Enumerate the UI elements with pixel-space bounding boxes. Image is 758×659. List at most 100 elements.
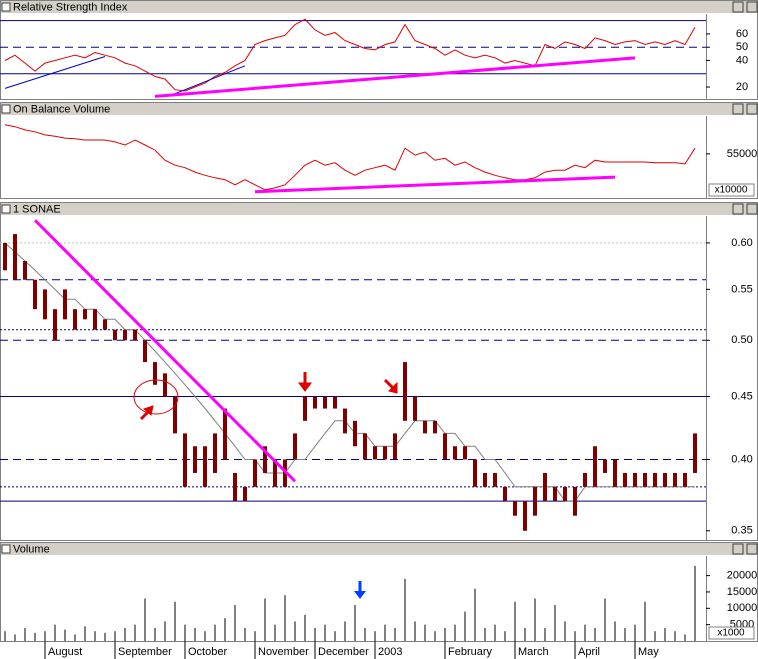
y-tick-label: 40 xyxy=(736,54,748,66)
volume-bar xyxy=(654,631,656,641)
title-icon xyxy=(1,544,11,554)
title-icon xyxy=(1,104,11,114)
price-arrows xyxy=(139,372,398,421)
panel-frame xyxy=(0,542,758,642)
arrow xyxy=(139,410,150,421)
price-bar xyxy=(133,329,137,341)
price-bar xyxy=(603,459,607,473)
volume-bar xyxy=(124,627,126,641)
volume-bar xyxy=(134,624,136,641)
arrow xyxy=(383,378,395,390)
price-bar xyxy=(553,486,557,502)
arrow-head xyxy=(143,405,154,416)
unit-label: x10000 xyxy=(715,185,748,196)
volume-bar xyxy=(464,611,466,641)
price-bar xyxy=(313,396,317,409)
volume-bar xyxy=(634,624,636,641)
x-tick-label: May xyxy=(638,646,659,658)
volume-bar xyxy=(534,598,536,641)
minimize-button[interactable] xyxy=(732,1,744,13)
volume-bar xyxy=(334,631,336,641)
title-bar xyxy=(1,1,757,13)
volume-bar xyxy=(214,624,216,641)
trendline xyxy=(33,219,297,483)
price-bar xyxy=(513,501,517,516)
close-button[interactable] xyxy=(746,203,758,215)
close-button[interactable] xyxy=(746,103,758,115)
y-tick-label: 0.60 xyxy=(731,237,752,249)
volume-bar xyxy=(154,627,156,641)
price-bar xyxy=(243,486,247,502)
volume-bar xyxy=(284,595,286,641)
price-bar xyxy=(223,408,227,460)
price-bar xyxy=(663,472,667,487)
volume-bar xyxy=(294,621,296,641)
price-bar xyxy=(183,433,187,487)
price-bar xyxy=(623,472,627,487)
volume-bar xyxy=(114,631,116,641)
minimize-button[interactable] xyxy=(732,103,744,115)
volume-bar xyxy=(484,627,486,641)
price-bar xyxy=(643,472,647,487)
volume-bar xyxy=(244,627,246,641)
y-tick-label: 20000 xyxy=(727,570,758,582)
price-bar xyxy=(153,362,157,385)
x-tick-label: August xyxy=(48,646,82,658)
volume-bar xyxy=(94,631,96,641)
volume-bar xyxy=(374,631,376,641)
volume-bar xyxy=(434,631,436,641)
moving-average xyxy=(4,242,695,502)
volume-bar xyxy=(344,621,346,641)
price-bar xyxy=(193,446,197,473)
close-button[interactable] xyxy=(746,543,758,555)
title-bar xyxy=(1,103,757,115)
price-bar xyxy=(363,433,367,460)
minimize-button[interactable] xyxy=(732,543,744,555)
price-bar xyxy=(533,486,537,516)
price-bar xyxy=(633,472,637,487)
volume-bar xyxy=(304,614,306,641)
price-bar xyxy=(463,446,467,460)
volume-bar xyxy=(644,601,646,641)
minimize-button[interactable] xyxy=(732,203,744,215)
price-bar xyxy=(503,486,507,502)
price-bar xyxy=(173,396,177,434)
price-bar xyxy=(693,433,697,473)
y-tick-label: 0.40 xyxy=(731,453,752,465)
panel-frame xyxy=(0,202,758,541)
volume-bar xyxy=(564,621,566,641)
volume-bar xyxy=(184,624,186,641)
price-bar xyxy=(233,472,237,502)
volume-bar xyxy=(24,627,26,641)
price-bar xyxy=(583,472,587,487)
y-tick-label: 0.35 xyxy=(731,525,752,537)
trendline xyxy=(4,56,106,89)
x-tick-label: April xyxy=(578,646,600,658)
price-bar xyxy=(113,329,117,341)
price-bar xyxy=(23,261,27,280)
volume-bar xyxy=(394,627,396,641)
volume-bar xyxy=(444,627,446,641)
volume-bar xyxy=(174,601,176,641)
volume-bar xyxy=(554,605,556,641)
volume-bar xyxy=(574,631,576,641)
price-bar xyxy=(73,309,77,330)
volume-bar xyxy=(624,627,626,641)
volume-bar xyxy=(194,627,196,641)
panel-title: Volume xyxy=(13,543,50,555)
close-button[interactable] xyxy=(746,1,758,13)
volume-bar xyxy=(414,621,416,641)
price-bar xyxy=(273,459,277,487)
volume-bar xyxy=(584,624,586,641)
volume-bar xyxy=(424,624,426,641)
price-bar xyxy=(523,501,527,531)
y-tick-label: 0.55 xyxy=(731,283,752,295)
volume-bar xyxy=(524,627,526,641)
volume-bar xyxy=(4,631,6,641)
price-bar xyxy=(13,234,17,280)
price-bar xyxy=(263,446,267,473)
price-bar xyxy=(323,396,327,409)
volume-bar xyxy=(144,598,146,641)
price-bar xyxy=(653,472,657,487)
